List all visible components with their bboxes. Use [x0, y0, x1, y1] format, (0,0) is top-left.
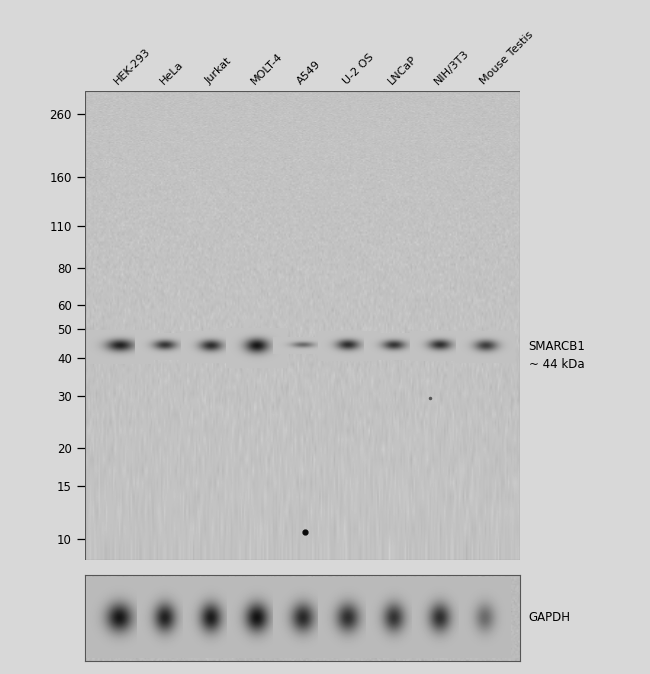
Bar: [84, 91, 520, 560]
Text: LNCaP: LNCaP: [387, 54, 419, 86]
Text: A549: A549: [295, 59, 322, 86]
Text: SMARCB1: SMARCB1: [528, 340, 586, 353]
Text: MOLT-4: MOLT-4: [250, 51, 285, 86]
Text: ~ 44 kDa: ~ 44 kDa: [528, 358, 584, 371]
Text: HeLa: HeLa: [158, 59, 185, 86]
Text: GAPDH: GAPDH: [528, 611, 571, 624]
Text: U-2 OS: U-2 OS: [341, 52, 375, 86]
Text: HEK-293: HEK-293: [112, 47, 152, 86]
Text: Mouse Testis: Mouse Testis: [478, 30, 535, 86]
Text: Jurkat: Jurkat: [203, 56, 234, 86]
Text: NIH/3T3: NIH/3T3: [432, 48, 471, 86]
